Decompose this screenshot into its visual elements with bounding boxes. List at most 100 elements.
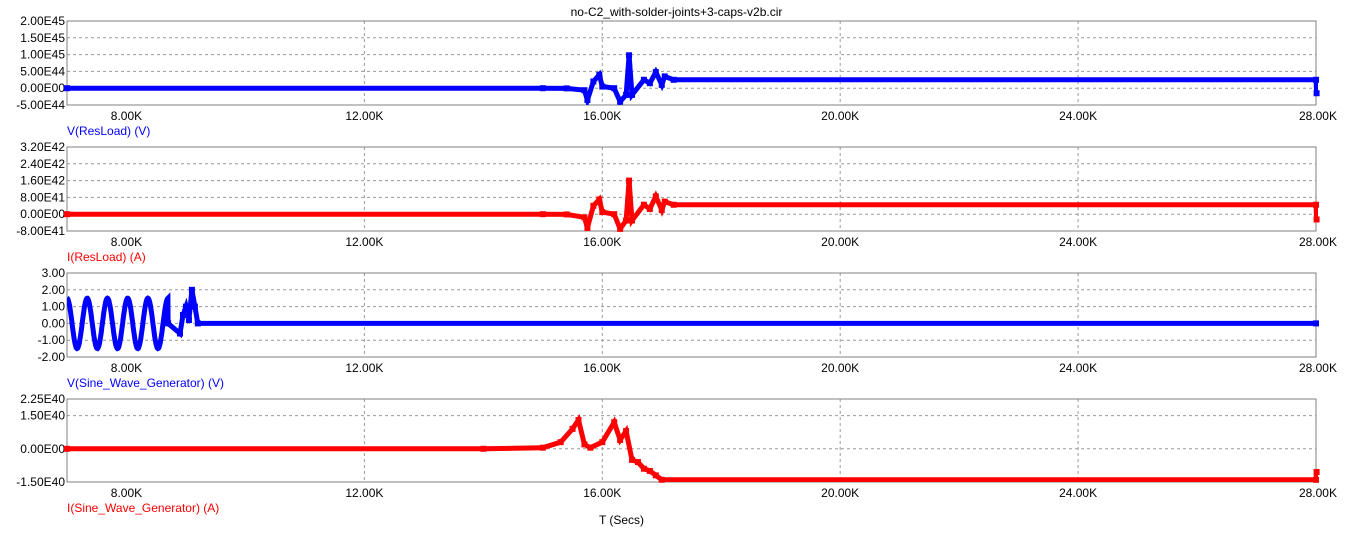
- y-tick-label: -1.50E40: [16, 475, 65, 489]
- data-point: [640, 465, 647, 472]
- x-tick-label: 8.00K: [111, 109, 142, 123]
- data-point: [623, 91, 630, 98]
- x-tick-label: 24.00K: [1059, 361, 1097, 375]
- x-tick-label: 16.00K: [583, 235, 621, 249]
- data-point: [584, 224, 591, 231]
- data-point: [658, 207, 665, 213]
- data-point: [179, 312, 186, 318]
- y-tick-label: 5.00E44: [20, 64, 65, 78]
- data-point: [596, 71, 603, 78]
- data-point: [581, 87, 588, 94]
- data-point: [611, 419, 618, 426]
- y-tick-label: 1.00E45: [20, 48, 65, 62]
- data-point: [1313, 90, 1320, 97]
- data-point: [670, 76, 677, 83]
- y-tick-label: 0.00: [42, 316, 66, 330]
- data-point: [652, 193, 659, 200]
- data-point: [646, 467, 653, 474]
- data-point: [1313, 216, 1320, 223]
- data-point: [629, 456, 636, 463]
- data-point: [617, 436, 624, 443]
- series-label: V(ResLoad) (V): [67, 124, 150, 138]
- y-tick-label: 0.00E00: [20, 81, 65, 95]
- data-point: [617, 98, 624, 105]
- data-point: [581, 441, 588, 448]
- data-point: [575, 417, 582, 424]
- data-point: [623, 428, 630, 435]
- data-point: [64, 85, 70, 92]
- data-point: [646, 205, 653, 212]
- series-line: [67, 289, 1316, 352]
- plot-frame: [66, 272, 1317, 358]
- x-tick-label: 24.00K: [1059, 235, 1097, 249]
- data-point: [658, 81, 665, 88]
- data-point: [569, 425, 576, 432]
- y-tick-label: 1.50E40: [20, 409, 65, 423]
- data-point: [590, 202, 597, 209]
- y-tick-label: 2.00: [42, 283, 66, 297]
- data-point: [661, 73, 668, 80]
- series-label: V(Sine_Wave_Generator) (V): [67, 376, 224, 390]
- data-point: [587, 444, 594, 451]
- x-tick-label: 24.00K: [1059, 486, 1097, 500]
- data-point: [1313, 469, 1320, 476]
- x-tick-label: 20.00K: [821, 235, 859, 249]
- x-tick-label: 12.00K: [345, 361, 383, 375]
- data-point: [599, 209, 606, 216]
- data-point: [563, 211, 570, 218]
- data-point: [611, 211, 618, 218]
- data-point: [626, 52, 633, 59]
- data-point: [658, 476, 665, 483]
- data-point: [640, 201, 647, 208]
- y-tick-label: -5.00E44: [16, 98, 65, 112]
- data-point: [182, 303, 189, 310]
- plot-3: 8.00K 12.00K 16.00K 20.00K 24.00K 28.00K 3.00 2…: [38, 266, 1337, 390]
- plot-4: 8.00K 12.00K 16.00K 20.00K 24.00K 28.00K 2.25E…: [16, 392, 1337, 515]
- data-point: [599, 83, 606, 90]
- data-point: [539, 211, 546, 218]
- data-point: [634, 459, 641, 466]
- data-point: [652, 472, 659, 479]
- data-point: [188, 286, 195, 293]
- x-tick-label: 16.00K: [583, 109, 621, 123]
- x-axis-title: T (Secs): [598, 513, 645, 527]
- y-tick-label: 0.00E00: [20, 442, 65, 456]
- data-point: [581, 214, 588, 221]
- x-tick-label: 28.00K: [1299, 486, 1337, 500]
- y-tick-label: 8.00E41: [20, 190, 65, 204]
- data-point: [652, 69, 659, 76]
- series-label: I(Sine_Wave_Generator) (A): [67, 501, 219, 515]
- y-tick-label: 3.20E42: [20, 140, 65, 154]
- y-tick-label: 2.40E42: [20, 157, 65, 171]
- y-tick-label: 2.25E40: [20, 392, 65, 406]
- data-point: [611, 85, 618, 92]
- series-line: [67, 55, 1318, 105]
- data-point: [629, 217, 636, 224]
- data-point: [480, 445, 487, 452]
- x-tick-label: 20.00K: [821, 109, 859, 123]
- plot-1: 8.00K 12.00K 16.00K 20.00K 24.00K 28.00K 2.00E…: [16, 14, 1337, 138]
- x-tick-label: 28.00K: [1299, 109, 1337, 123]
- data-point: [185, 317, 192, 324]
- data-point: [1313, 476, 1319, 483]
- data-point: [1313, 320, 1319, 327]
- y-tick-label: -1.00: [38, 333, 66, 347]
- y-tick-label: 0.00E00: [20, 207, 65, 221]
- x-tick-label: 12.00K: [345, 235, 383, 249]
- data-point: [599, 439, 606, 446]
- x-tick-label: 16.00K: [583, 486, 621, 500]
- x-tick-label: 20.00K: [821, 361, 859, 375]
- data-point: [596, 196, 603, 203]
- data-point: [646, 80, 653, 87]
- data-point: [165, 320, 172, 327]
- plot-2: 8.00K 12.00K 16.00K 20.00K 24.00K 28.00K 3.20E…: [16, 140, 1337, 264]
- plot-frame: [66, 146, 1317, 232]
- data-point: [64, 445, 70, 452]
- data-point: [194, 320, 201, 327]
- x-tick-label: 20.00K: [821, 486, 859, 500]
- x-tick-label: 8.00K: [111, 235, 142, 249]
- x-tick-label: 12.00K: [345, 486, 383, 500]
- series-line: [67, 180, 1318, 231]
- data-point: [629, 91, 636, 98]
